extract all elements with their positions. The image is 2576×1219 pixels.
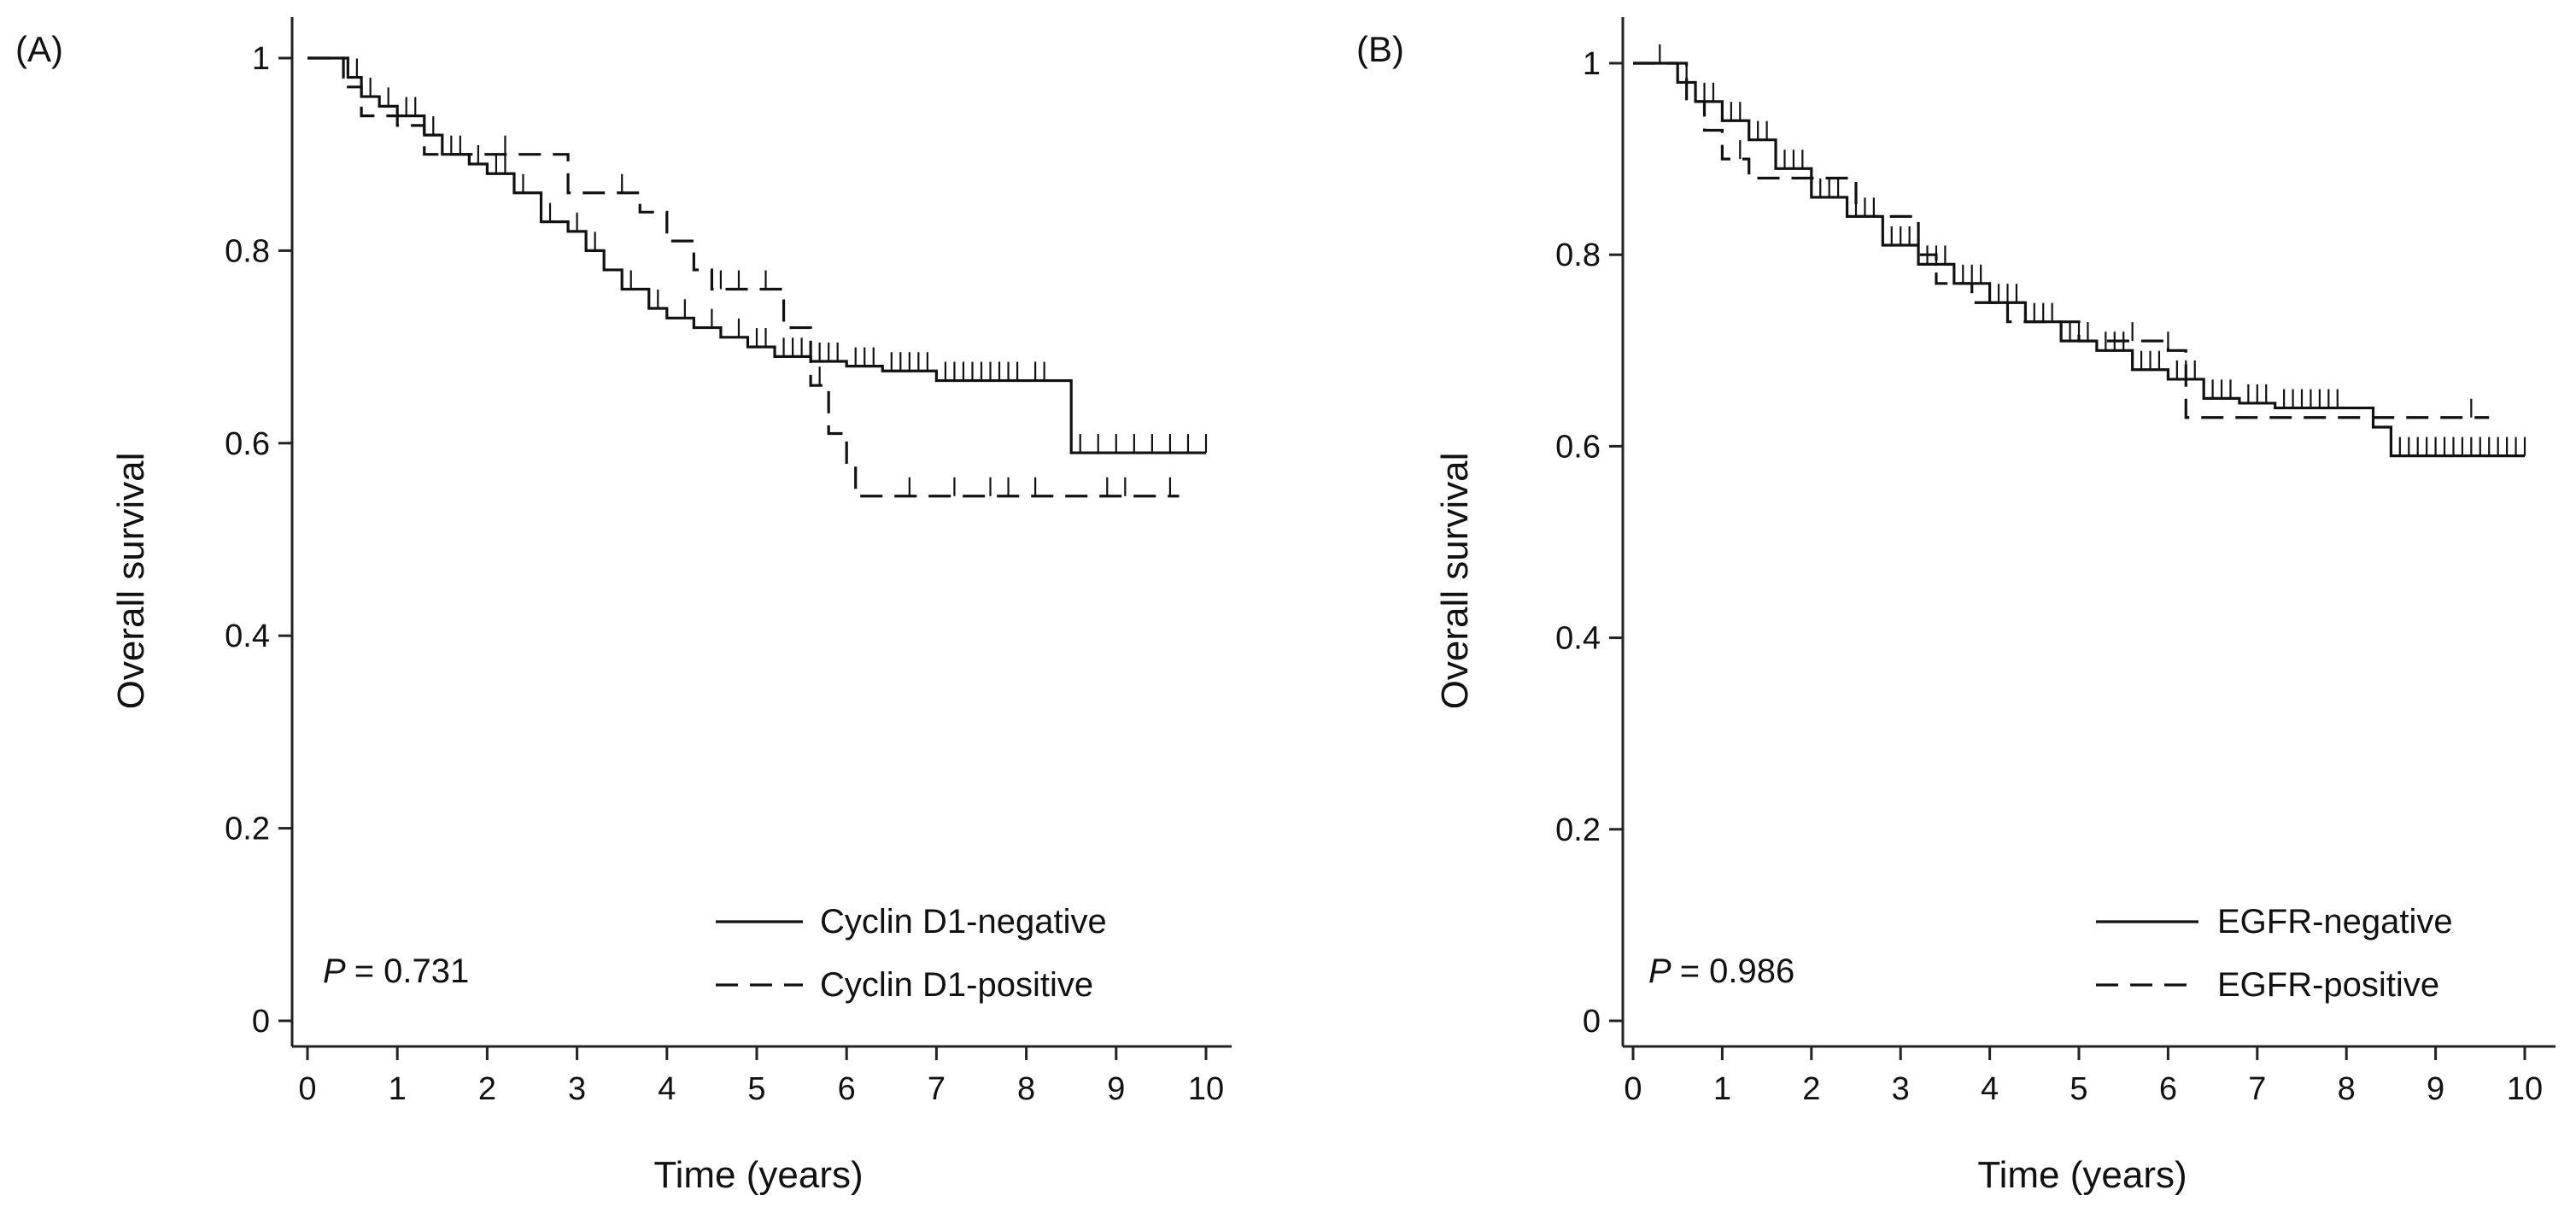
panel-label: (B) (1356, 29, 1404, 69)
p-value-annotation: P = 0.731 (323, 952, 469, 990)
y-ticks: 0 0.2 0.4 0.6 0.8 1 (1555, 46, 1623, 1040)
y-tick-label: 0.2 (1555, 812, 1601, 848)
y-axis-label: Overall survival (1434, 453, 1476, 710)
y-tick-label: 0.4 (1555, 621, 1601, 657)
y-tick-label: 0 (252, 1004, 270, 1040)
x-tick-label: 9 (2427, 1071, 2444, 1107)
legend-label: Cyclin D1-negative (820, 903, 1107, 941)
x-tick-label: 0 (298, 1071, 316, 1107)
p-symbol: P (1648, 952, 1671, 990)
y-tick-label: 1 (252, 41, 270, 77)
x-tick-label: 4 (1981, 1071, 1999, 1107)
y-axis-label: Overall survival (110, 453, 152, 710)
y-tick-label: 0 (1583, 1004, 1601, 1040)
x-ticks: 0 1 2 3 4 5 6 7 8 9 10 (1624, 1046, 2543, 1107)
x-tick-label: 9 (1107, 1071, 1125, 1107)
x-tick-label: 10 (1188, 1071, 1224, 1107)
x-tick-label: 7 (2248, 1071, 2266, 1107)
y-tick-label: 0.4 (225, 618, 270, 654)
y-tick-label: 0.6 (1555, 429, 1601, 465)
x-tick-label: 2 (1802, 1071, 1820, 1107)
x-tick-label: 4 (658, 1071, 676, 1107)
x-tick-label: 3 (568, 1071, 586, 1107)
legend-label: EGFR-negative (2217, 903, 2453, 941)
negative-survival-curve (307, 56, 1206, 454)
y-tick-label: 0.2 (225, 812, 270, 847)
x-tick-label: 8 (2338, 1071, 2356, 1107)
legend: EGFR-negative EGFR-positive (2096, 903, 2453, 1004)
p-value: = 0.731 (354, 952, 470, 990)
x-tick-label: 5 (747, 1071, 765, 1107)
x-tick-label: 10 (2507, 1071, 2543, 1107)
p-value-text: P = 0.986 (1648, 952, 1794, 990)
x-tick-label: 2 (478, 1071, 496, 1107)
panel-label: (A) (15, 29, 63, 69)
x-tick-label: 0 (1624, 1071, 1642, 1107)
legend: Cyclin D1-negative Cyclin D1-positive (716, 903, 1107, 1004)
x-tick-label: 1 (389, 1071, 407, 1107)
legend-label: Cyclin D1-positive (820, 966, 1093, 1004)
p-value-annotation: P = 0.986 (1648, 952, 1794, 990)
y-tick-label: 0.8 (1555, 237, 1601, 273)
x-ticks: 0 1 2 3 4 5 6 7 8 9 10 (298, 1046, 1224, 1107)
km-chart-a: (A) Time (years) Overall survival 0 0.2 0.… (15, 17, 1232, 1196)
p-symbol: P (323, 952, 346, 990)
survival-curves (307, 56, 1208, 498)
chart-panel-b: (B) Time (years) Overall survival 0 0.2 0.… (1288, 0, 2576, 1219)
y-tick-label: 0.6 (225, 426, 270, 462)
x-axis-label: Time (years) (1977, 1154, 2187, 1196)
y-ticks: 0 0.2 0.4 0.6 0.8 1 (225, 41, 292, 1040)
x-tick-label: 3 (1892, 1071, 1910, 1107)
positive-survival-curve (1633, 62, 2490, 419)
legend-label: EGFR-positive (2217, 966, 2439, 1004)
km-chart-b: (B) Time (years) Overall survival 0 0.2 0.… (1356, 17, 2556, 1196)
chart-panel-a: (A) Time (years) Overall survival 0 0.2 0.… (15, 17, 1232, 1196)
x-tick-label: 1 (1713, 1071, 1731, 1107)
y-tick-label: 0.8 (225, 233, 270, 269)
p-value-text: P = 0.731 (323, 952, 469, 990)
x-tick-label: 6 (838, 1071, 856, 1107)
x-axis-label: Time (years) (653, 1154, 863, 1196)
positive-survival-curve (307, 56, 1180, 498)
x-tick-label: 7 (928, 1071, 946, 1107)
x-tick-label: 5 (2070, 1071, 2087, 1107)
y-tick-label: 1 (1583, 46, 1601, 82)
p-value: = 0.986 (1680, 952, 1795, 990)
survival-curves (1633, 44, 2526, 458)
x-tick-label: 8 (1017, 1071, 1035, 1107)
x-tick-label: 6 (2159, 1071, 2177, 1107)
